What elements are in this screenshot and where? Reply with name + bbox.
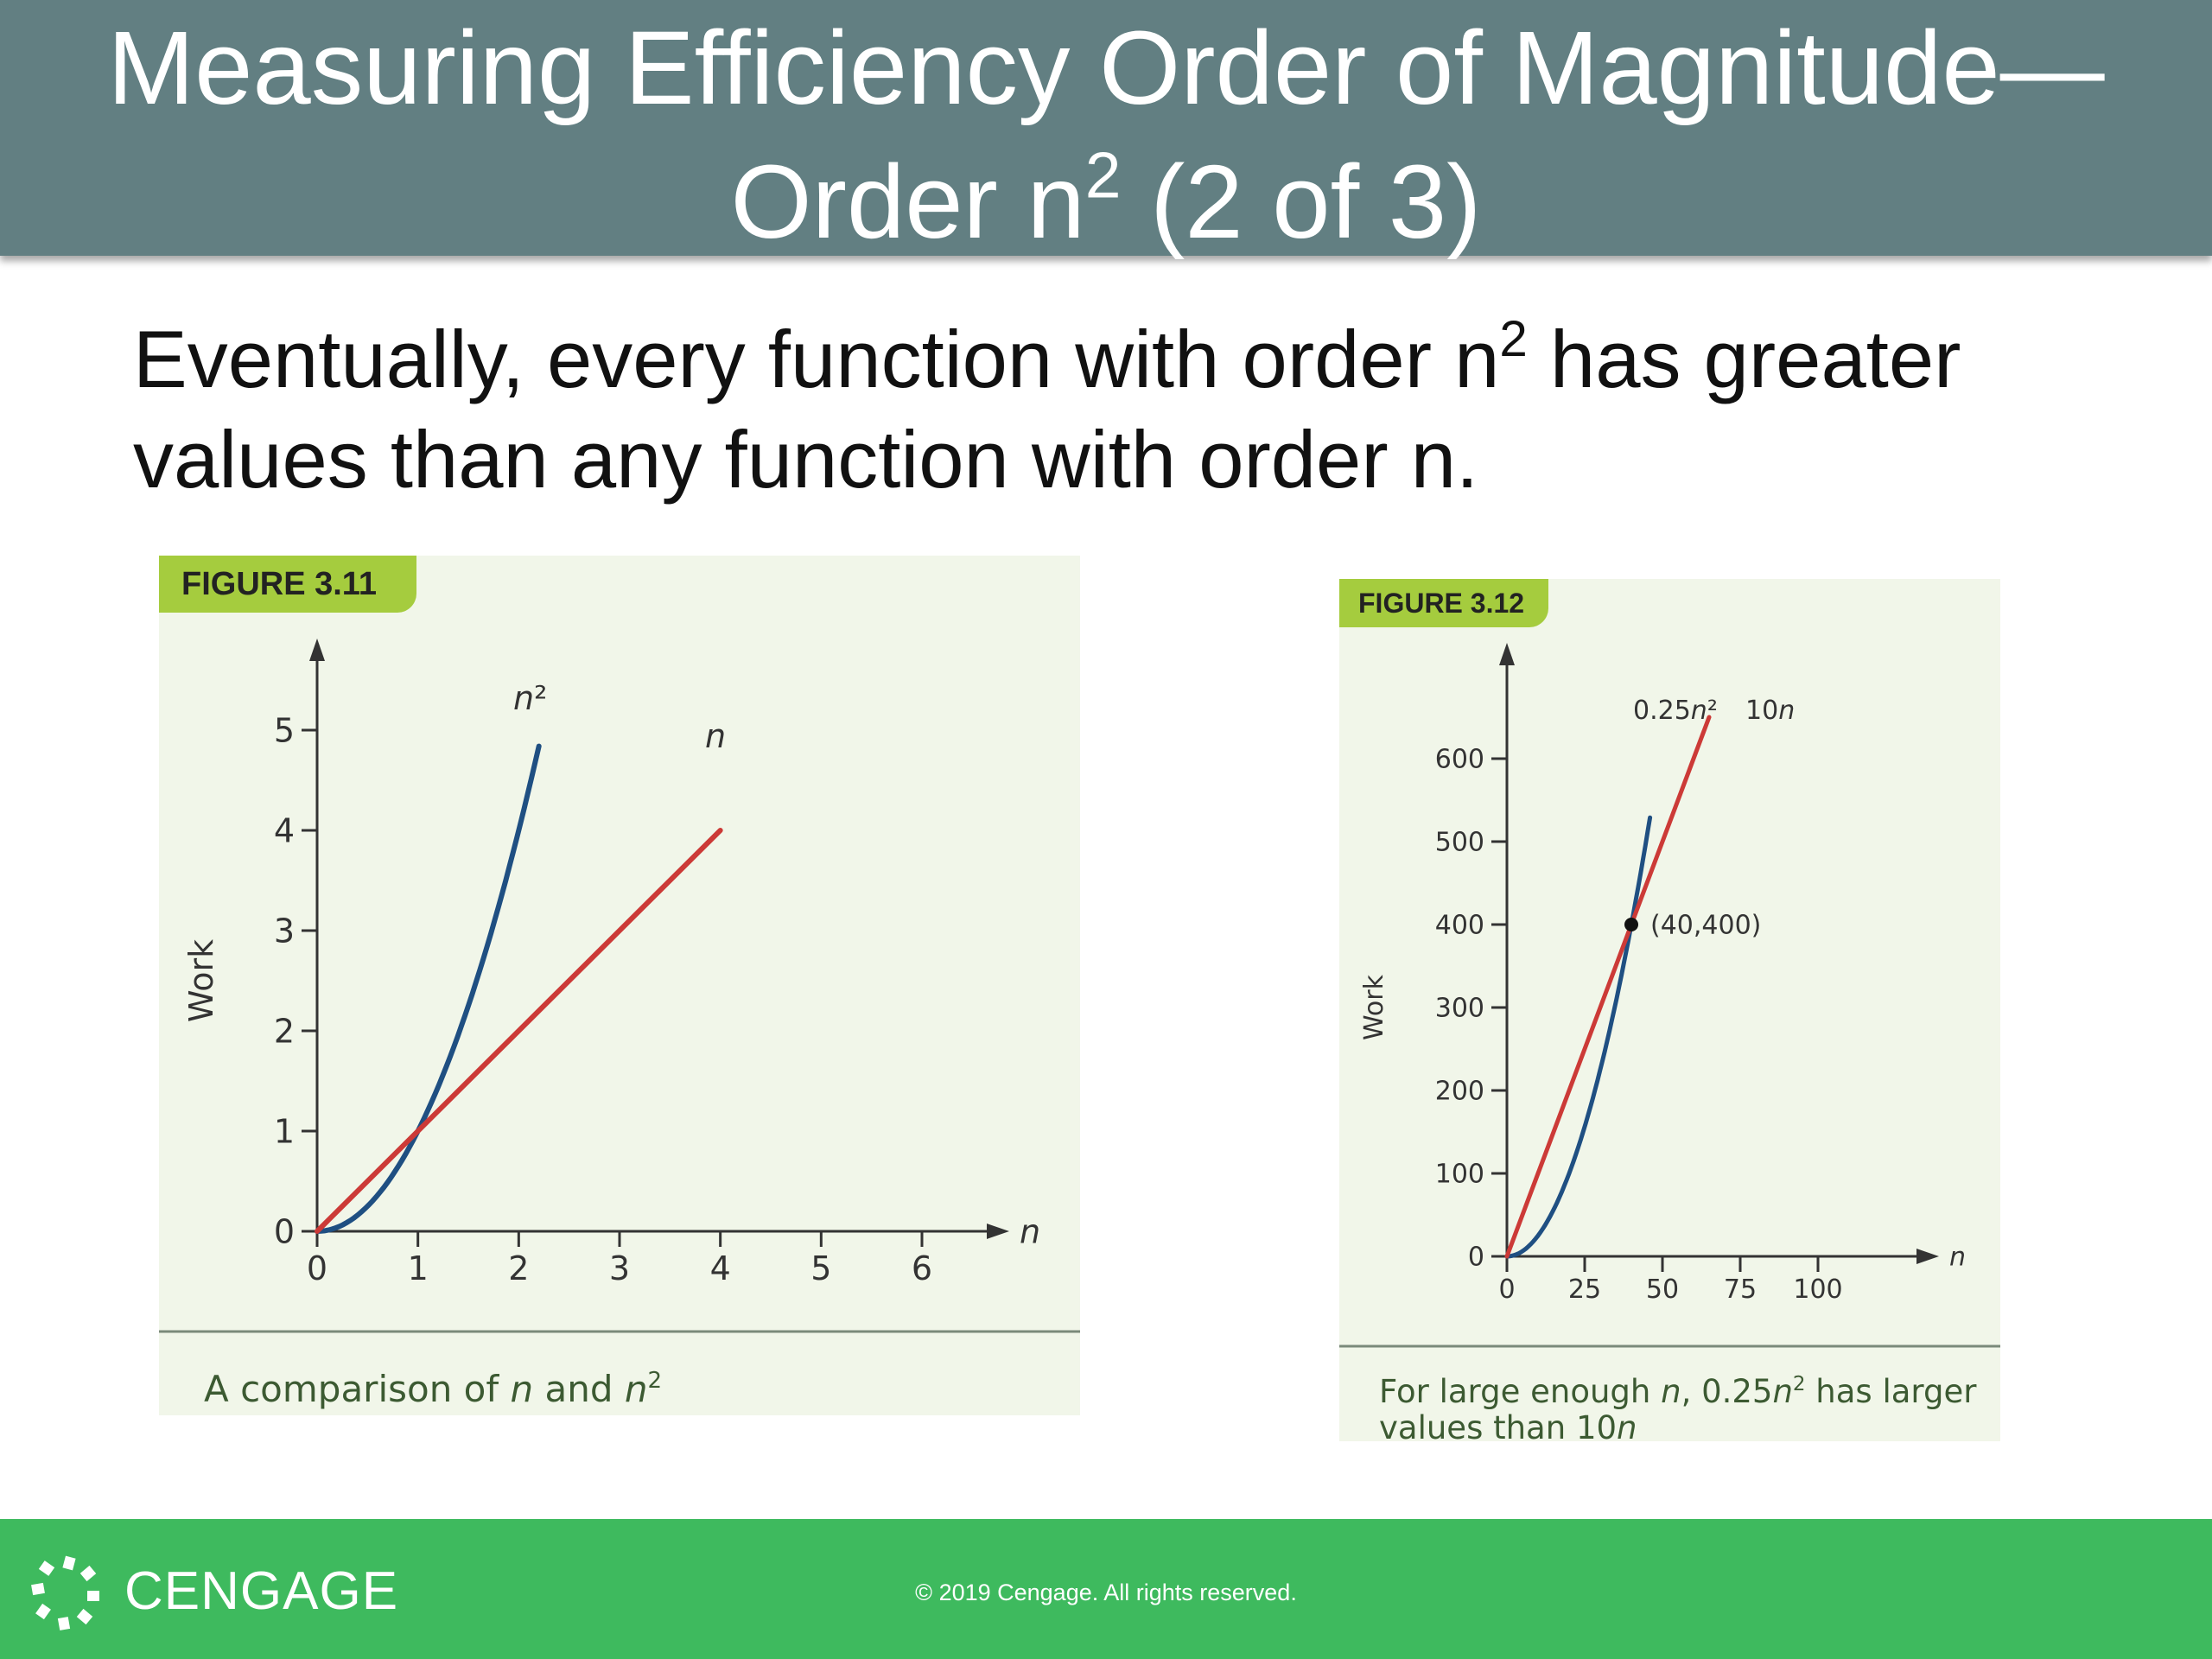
x-tick-label: 100 xyxy=(1793,1274,1842,1305)
y-tick-label: 3 xyxy=(274,912,295,950)
body-line2: values than any function with order n. xyxy=(133,414,1479,505)
x-axis-arrow xyxy=(1916,1249,1939,1264)
figure-3-12: FIGURE 3.12 n Work 0 25 50 75 100 0 100 200 300 400… xyxy=(1339,579,2000,1446)
x-tick-label: 6 xyxy=(912,1249,932,1287)
y-tick-label: 200 xyxy=(1435,1077,1484,1107)
x-tick-label: 1 xyxy=(408,1249,429,1287)
figure-3-11: FIGURE 3.11 n Work 0 1 2 3 4 5 6 0 1 2 3 4 5 n² n A comp… xyxy=(159,556,1080,1415)
figure-caption: For large enough n, 0.25n2 has larger va… xyxy=(1379,1372,1977,1446)
y-axis-label: Work xyxy=(1359,974,1389,1040)
y-tick-label: 5 xyxy=(274,711,295,749)
y-tick-label: 500 xyxy=(1435,828,1484,858)
series-label: n² xyxy=(513,679,547,717)
y-tick-label: 0 xyxy=(1468,1243,1484,1273)
y-tick-label: 400 xyxy=(1435,911,1484,941)
x-tick-label: 5 xyxy=(810,1249,831,1287)
y-tick-label: 0 xyxy=(274,1212,295,1250)
footer-copyright: © 2019 Cengage. All rights reserved. xyxy=(915,1580,1297,1605)
slide-body-text: Eventually, every function with order n2… xyxy=(133,309,2120,510)
annotation-label: (40,400) xyxy=(1650,911,1761,941)
x-tick-label: 0 xyxy=(307,1249,327,1287)
y-tick-label: 2 xyxy=(274,1012,295,1050)
slide-footer: CENGAGE © 2019 Cengage. All rights reser… xyxy=(0,1519,2212,1659)
y-tick-label: 600 xyxy=(1435,745,1484,775)
y-axis-label: Work xyxy=(182,939,220,1022)
x-tick-label: 25 xyxy=(1568,1274,1601,1305)
y-tick-label: 1 xyxy=(274,1112,295,1150)
x-tick-label: 0 xyxy=(1498,1274,1515,1305)
x-axis-label: n xyxy=(1949,1243,1966,1273)
body-line1: Eventually, every function with order n2… xyxy=(133,310,1961,404)
y-tick-label: 4 xyxy=(274,811,295,849)
x-tick-label: 2 xyxy=(508,1249,529,1287)
y-tick-label: 100 xyxy=(1435,1160,1484,1190)
series-line xyxy=(315,743,542,1234)
cengage-logo-icon xyxy=(31,1555,99,1630)
x-tick-label: 75 xyxy=(1724,1274,1757,1305)
x-axis-label: n xyxy=(1020,1212,1040,1250)
series-label: 10n xyxy=(1745,696,1795,726)
x-tick-label: 3 xyxy=(609,1249,630,1287)
x-axis-arrow xyxy=(987,1224,1009,1239)
series-label: 0.25n² xyxy=(1633,696,1718,726)
intersection-point xyxy=(1624,918,1638,931)
slide-title-line2: Order n2 (2 of 3) xyxy=(730,138,1482,260)
figure-caption: A comparison of n and n2 xyxy=(204,1367,663,1410)
x-tick-label: 4 xyxy=(710,1249,731,1287)
series-label: n xyxy=(705,717,726,755)
x-tick-label: 50 xyxy=(1646,1274,1679,1305)
slide-title-line1: Measuring Efficiency Order of Magnitude— xyxy=(107,9,2105,126)
series-line xyxy=(315,828,723,1234)
series-line xyxy=(1504,815,1653,1259)
figure-tag: FIGURE 3.12 xyxy=(1339,579,1548,627)
footer-brand: CENGAGE xyxy=(124,1561,399,1621)
series-line xyxy=(1504,715,1712,1259)
figure-3-11-chart: n Work 0 1 2 3 4 5 6 0 1 2 3 4 5 n² n xyxy=(159,639,1080,1333)
y-axis-arrow xyxy=(1499,643,1515,665)
y-axis-arrow xyxy=(309,639,325,661)
figure-3-12-chart: n Work 0 25 50 75 100 0 100 200 300 400 500 600 0.25n²… xyxy=(1339,643,2000,1348)
y-tick-label: 300 xyxy=(1435,994,1484,1024)
slide-header: Measuring Efficiency Order of Magnitude—… xyxy=(0,0,2212,260)
figure-tag: FIGURE 3.11 xyxy=(159,556,416,613)
